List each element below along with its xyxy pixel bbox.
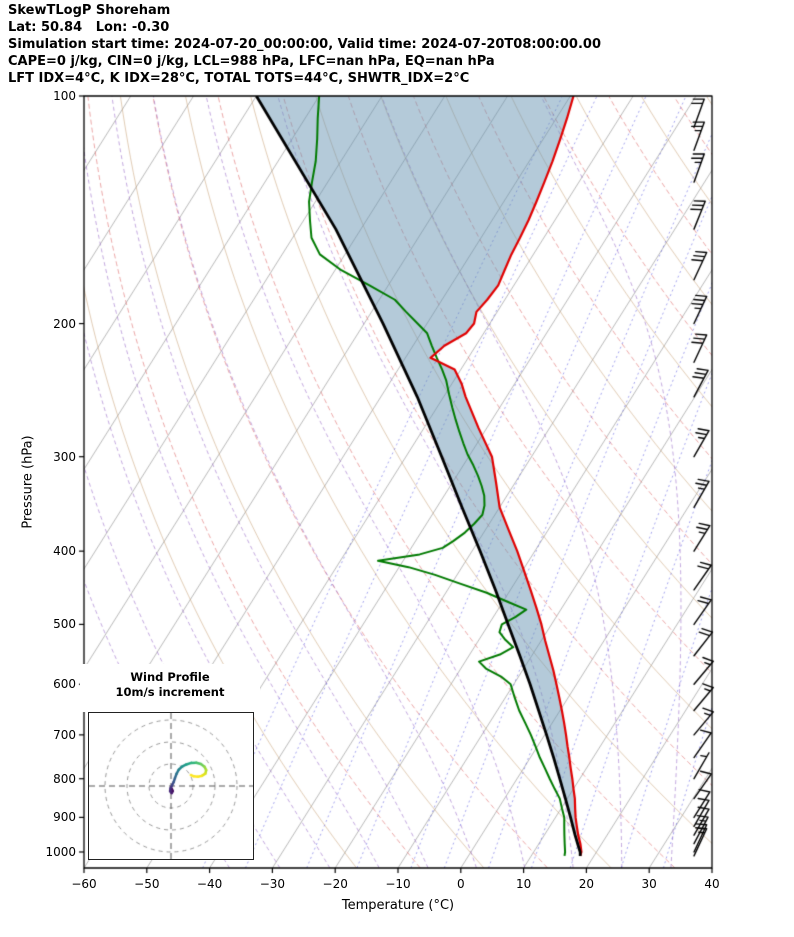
x-tick-label: −60 — [71, 877, 97, 891]
y-tick-label: 900 — [53, 810, 76, 825]
figure-title: SkewTLogP Shoreham — [8, 3, 171, 18]
x-tick-label: 20 — [578, 877, 595, 891]
x-tick-label: 0 — [456, 877, 465, 891]
simulation-times: Simulation start time: 2024-07-20_00:00:… — [8, 37, 601, 52]
y-tick-label: 700 — [53, 727, 76, 742]
stability-indices-line-2: LFT IDX=4°C, K IDX=28°C, TOTAL TOTS=44°C… — [8, 71, 470, 86]
x-tick-label: −20 — [322, 877, 348, 891]
hodograph-canvas — [88, 712, 254, 860]
y-tick-label: 600 — [53, 677, 76, 692]
x-tick-label: 40 — [704, 877, 720, 891]
x-tick-label: −30 — [259, 877, 286, 891]
x-tick-label: 10 — [515, 877, 532, 891]
hodograph-title: Wind Profile — [130, 670, 210, 684]
y-tick-label: 200 — [53, 316, 76, 331]
x-tick-label: −10 — [385, 877, 411, 891]
stability-indices-line-1: CAPE=0 j/kg, CIN=0 j/kg, LCL=988 hPa, LF… — [8, 54, 495, 69]
station-coordinates: Lat: 50.84 Lon: -0.30 — [8, 20, 170, 35]
hodograph-subtitle: 10m/s increment — [115, 685, 225, 699]
y-tick-label: 300 — [53, 449, 76, 464]
hodograph-title-block: Wind Profile 10m/s increment — [80, 664, 260, 712]
x-tick-label: −50 — [134, 877, 160, 891]
y-tick-label: 500 — [53, 617, 76, 632]
x-tick-label: −40 — [196, 877, 223, 891]
y-tick-label: 1000 — [45, 844, 76, 859]
x-axis-label: Temperature (°C) — [341, 898, 455, 913]
x-tick-label: 30 — [641, 877, 657, 891]
y-tick-label: 100 — [53, 89, 76, 103]
y-tick-label: 800 — [53, 771, 76, 786]
y-tick-label: 400 — [53, 544, 76, 559]
